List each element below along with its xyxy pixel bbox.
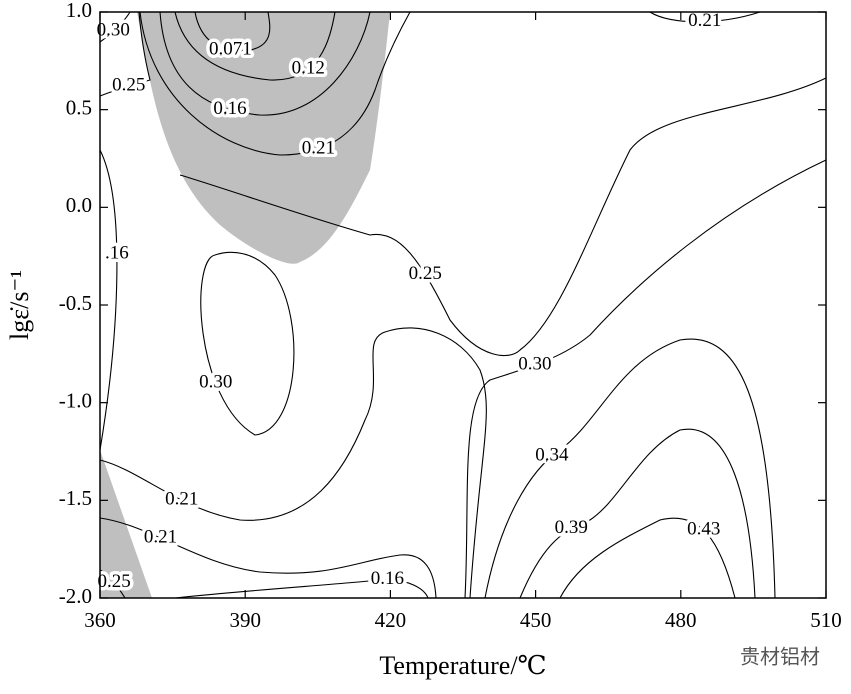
- y-tick-label: 0.0: [66, 193, 92, 217]
- contour-line: [174, 11, 336, 81]
- contour-line: [559, 517, 736, 599]
- x-tick-label: 390: [229, 608, 261, 632]
- x-tick-label: 360: [84, 608, 116, 632]
- contour-label: 0.25: [409, 263, 442, 284]
- contour-label: 0.34: [535, 445, 569, 466]
- contour-label: 0.25: [112, 74, 145, 95]
- watermark: 贵材铝材: [740, 645, 820, 669]
- contour-line: [464, 159, 827, 599]
- contour-label: 0.21: [302, 137, 335, 158]
- contour-label: .16: [105, 242, 129, 263]
- contour-label: 0.12: [292, 58, 325, 79]
- contour-line: [200, 251, 295, 436]
- contour-label: 0.30: [199, 371, 232, 392]
- y-tick-label: -0.5: [59, 291, 92, 315]
- contour-line: [99, 517, 437, 599]
- y-tick-label: -1.0: [59, 388, 92, 412]
- x-axis-label: Temperature/℃: [379, 651, 546, 680]
- contour-line: [99, 149, 118, 451]
- contour-label: 0.071: [209, 39, 252, 60]
- contour-label: 0.43: [687, 519, 720, 540]
- contour-label: 0.21: [688, 10, 721, 31]
- contour-line: [99, 569, 126, 599]
- contour-line: [139, 11, 411, 156]
- contour-label: 0.21: [165, 489, 198, 510]
- x-tick-label: 420: [375, 608, 407, 632]
- y-axis-label: lgε̇/s⁻¹: [5, 270, 34, 340]
- x-tick-label: 510: [810, 608, 842, 632]
- contour-line: [194, 11, 271, 52]
- contour-label: 0.21: [144, 526, 177, 547]
- contour-label: 0.30: [97, 20, 130, 41]
- contour-line: [179, 77, 827, 357]
- contour-line: [174, 579, 429, 599]
- y-tick-label: -2.0: [59, 584, 92, 608]
- contour-label: 0.25: [97, 571, 130, 592]
- x-tick-label: 450: [520, 608, 552, 632]
- x-tick-label: 480: [665, 608, 697, 632]
- contour-line: [649, 11, 761, 23]
- contour-label: 0.16: [213, 98, 246, 119]
- contour-line: [484, 338, 776, 599]
- contour-label: 0.39: [555, 517, 588, 538]
- contour-line: [99, 327, 487, 599]
- contour-label: 0.30: [518, 353, 551, 374]
- contour-line: [99, 11, 131, 43]
- contour-line: [519, 428, 756, 599]
- contour-label: 0.16: [371, 568, 404, 589]
- contour-line: [159, 11, 371, 116]
- instability-region: [137, 12, 390, 264]
- y-tick-label: 1.0: [66, 0, 92, 22]
- y-tick-label: 0.5: [66, 95, 92, 119]
- y-tick-label: -1.5: [59, 486, 92, 510]
- contour-line: [99, 11, 151, 97]
